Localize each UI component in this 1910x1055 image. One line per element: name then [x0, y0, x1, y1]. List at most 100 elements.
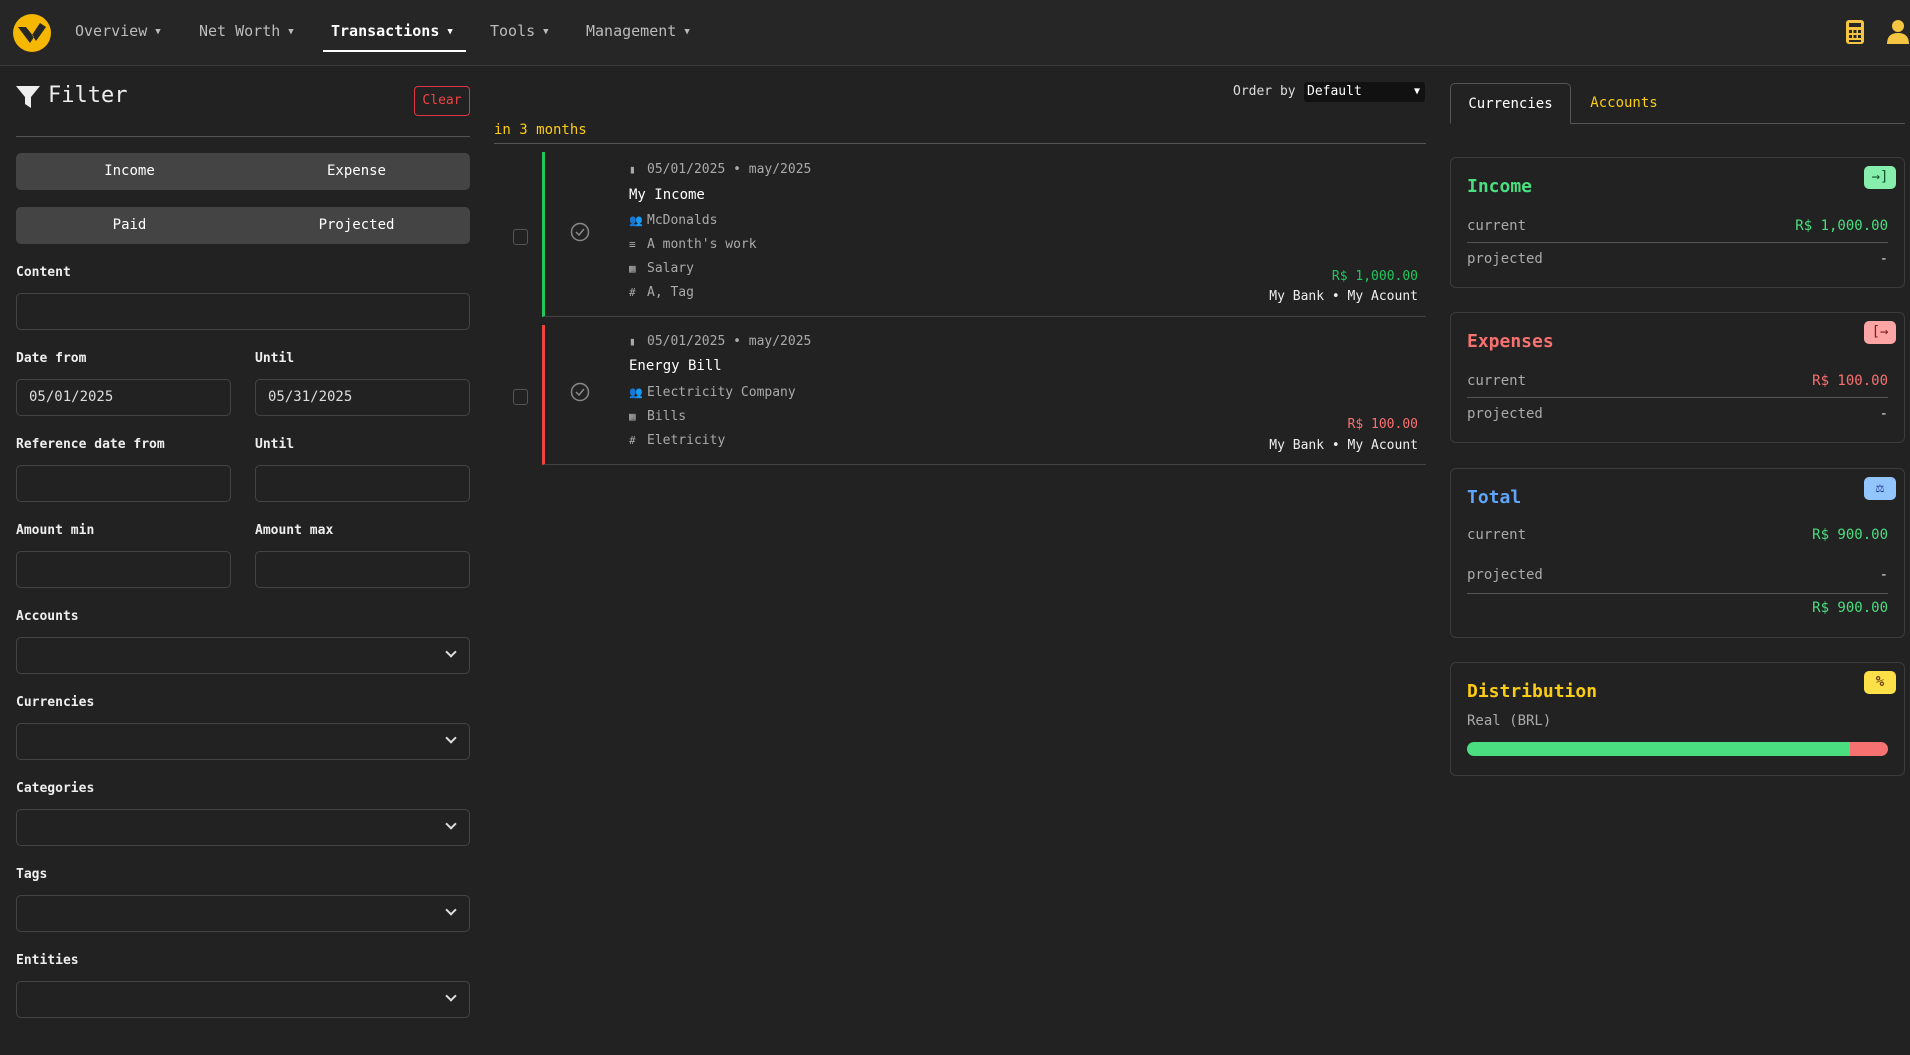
date-from-label: Date from	[16, 351, 87, 366]
distribution-bar	[1467, 742, 1888, 756]
tags-label: Tags	[16, 867, 48, 882]
tx-tags: # A, Tag	[629, 285, 694, 300]
income-card: Income →] current R$ 1,000.00 projected -	[1450, 157, 1905, 288]
sum-row: R$ 900.00	[1467, 600, 1888, 616]
toggle-paid[interactable]: Paid	[112, 217, 147, 233]
tab-accounts[interactable]: Accounts	[1590, 95, 1658, 111]
accounts-select[interactable]	[16, 637, 470, 674]
row-value: R$ 900.00	[1812, 600, 1888, 616]
select-checkbox[interactable]	[513, 229, 528, 245]
calendar-icon: ▮	[629, 163, 636, 176]
tx-description: ≡ A month's work	[629, 237, 757, 252]
chevron-down-icon	[445, 904, 457, 916]
tx-title: Energy Bill	[629, 358, 722, 374]
expense-segment	[1849, 742, 1888, 756]
app-logo[interactable]	[12, 13, 52, 53]
amount-max-input[interactable]	[255, 551, 470, 588]
projected-row: projected -	[1467, 567, 1888, 583]
tx-account: My Bank • My Acount	[1269, 438, 1418, 453]
top-navbar: Overview ▼ Net Worth ▼ Transactions ▼ Tools…	[0, 0, 1910, 66]
row-label: current	[1467, 218, 1527, 234]
ref-date-from-input[interactable]	[16, 465, 231, 502]
tx-category: ▦ Bills	[629, 409, 686, 424]
nav-label: Transactions	[331, 22, 440, 40]
projected-row: projected -	[1467, 406, 1888, 422]
calendar-icon: ▮	[629, 335, 636, 348]
current-row: current R$ 900.00	[1467, 527, 1888, 543]
tags-select[interactable]	[16, 895, 470, 932]
currencies-label: Currencies	[16, 695, 95, 710]
date-from-input[interactable]: 05/01/2025	[16, 379, 231, 416]
tab-currencies[interactable]: Currencies	[1450, 83, 1571, 124]
divider	[494, 143, 1426, 144]
tx-date-text: 05/01/2025 • may/2025	[647, 162, 812, 177]
percent-icon: %	[1864, 671, 1896, 694]
toggle-income[interactable]: Income	[104, 163, 155, 179]
entities-select[interactable]	[16, 981, 470, 1018]
toggle-expense[interactable]: Expense	[326, 163, 386, 179]
amount-min-label: Amount min	[16, 523, 95, 538]
calculator-icon[interactable]	[1845, 19, 1865, 45]
sign-in-icon: →]	[1864, 166, 1896, 189]
clear-button[interactable]: Clear	[414, 86, 470, 116]
caret-down-icon: ▼	[155, 27, 161, 37]
chevron-down-icon	[445, 818, 457, 830]
ref-date-until-label: Until	[255, 437, 295, 452]
active-underline	[323, 50, 466, 52]
nav-overview[interactable]: Overview ▼	[75, 22, 161, 40]
amount-min-input[interactable]	[16, 551, 231, 588]
paid-check-icon[interactable]	[570, 222, 590, 242]
accounts-label: Accounts	[16, 609, 79, 624]
hashtag-icon: #	[629, 434, 636, 447]
transaction-row[interactable]: ▮ 05/01/2025 • may/2025 Energy Bill 👥 Elec…	[513, 325, 1426, 465]
category-icon: ▦	[629, 262, 636, 275]
row-label: projected	[1467, 251, 1543, 267]
status-toggle: Paid Projected	[16, 207, 470, 244]
caret-down-icon: ▼	[288, 27, 294, 37]
nav-net-worth[interactable]: Net Worth ▼	[199, 22, 294, 40]
divider	[1467, 242, 1888, 243]
ref-date-until-input[interactable]	[255, 465, 470, 502]
select-checkbox[interactable]	[513, 389, 528, 405]
nav-label: Management	[586, 22, 677, 40]
card-title: Income	[1467, 176, 1533, 197]
order-by-select[interactable]: Default ▼	[1304, 82, 1425, 102]
nav-management[interactable]: Management ▼	[586, 22, 690, 40]
categories-select[interactable]	[16, 809, 470, 846]
type-toggle: Income Expense	[16, 153, 470, 190]
order-by-value: Default	[1307, 84, 1362, 99]
tx-date-text: 05/01/2025 • may/2025	[647, 334, 812, 349]
date-until-label: Until	[255, 351, 295, 366]
paid-check-icon[interactable]	[570, 382, 590, 402]
row-value: -	[1879, 406, 1888, 422]
amount-max-label: Amount max	[255, 523, 334, 538]
divider	[1467, 593, 1888, 594]
entities-label: Entities	[16, 953, 79, 968]
tx-amount: R$ 100.00	[1347, 417, 1418, 432]
tx-entity: 👥 Electricity Company	[629, 385, 796, 400]
order-by-label: Order by	[1233, 84, 1296, 99]
text-lines-icon: ≡	[629, 238, 636, 251]
income-segment	[1467, 742, 1850, 756]
chevron-down-icon	[445, 646, 457, 658]
tx-description-text: A month's work	[647, 237, 757, 252]
nav-tools[interactable]: Tools ▼	[490, 22, 549, 40]
tx-tags-text: Eletricity	[647, 433, 726, 448]
current-row: current R$ 1,000.00	[1467, 218, 1888, 234]
nav-transactions[interactable]: Transactions ▼	[331, 22, 453, 40]
currencies-select[interactable]	[16, 723, 470, 760]
date-until-input[interactable]: 05/31/2025	[255, 379, 470, 416]
content-input[interactable]	[16, 293, 470, 330]
row-value: R$ 100.00	[1812, 373, 1888, 389]
toggle-projected[interactable]: Projected	[318, 217, 395, 233]
tx-entity-text: McDonalds	[647, 213, 718, 228]
category-icon: ▦	[629, 410, 636, 423]
card-title: Expenses	[1467, 331, 1554, 352]
user-icon[interactable]	[1886, 19, 1910, 45]
divider	[16, 136, 470, 137]
tx-entity-text: Electricity Company	[647, 385, 796, 400]
ref-date-from-label: Reference date from	[16, 437, 165, 452]
transaction-row[interactable]: ▮ 05/01/2025 • may/2025 My Income 👥 McDona…	[513, 152, 1426, 317]
row-label: current	[1467, 373, 1527, 389]
group-header: in 3 months	[494, 122, 587, 138]
